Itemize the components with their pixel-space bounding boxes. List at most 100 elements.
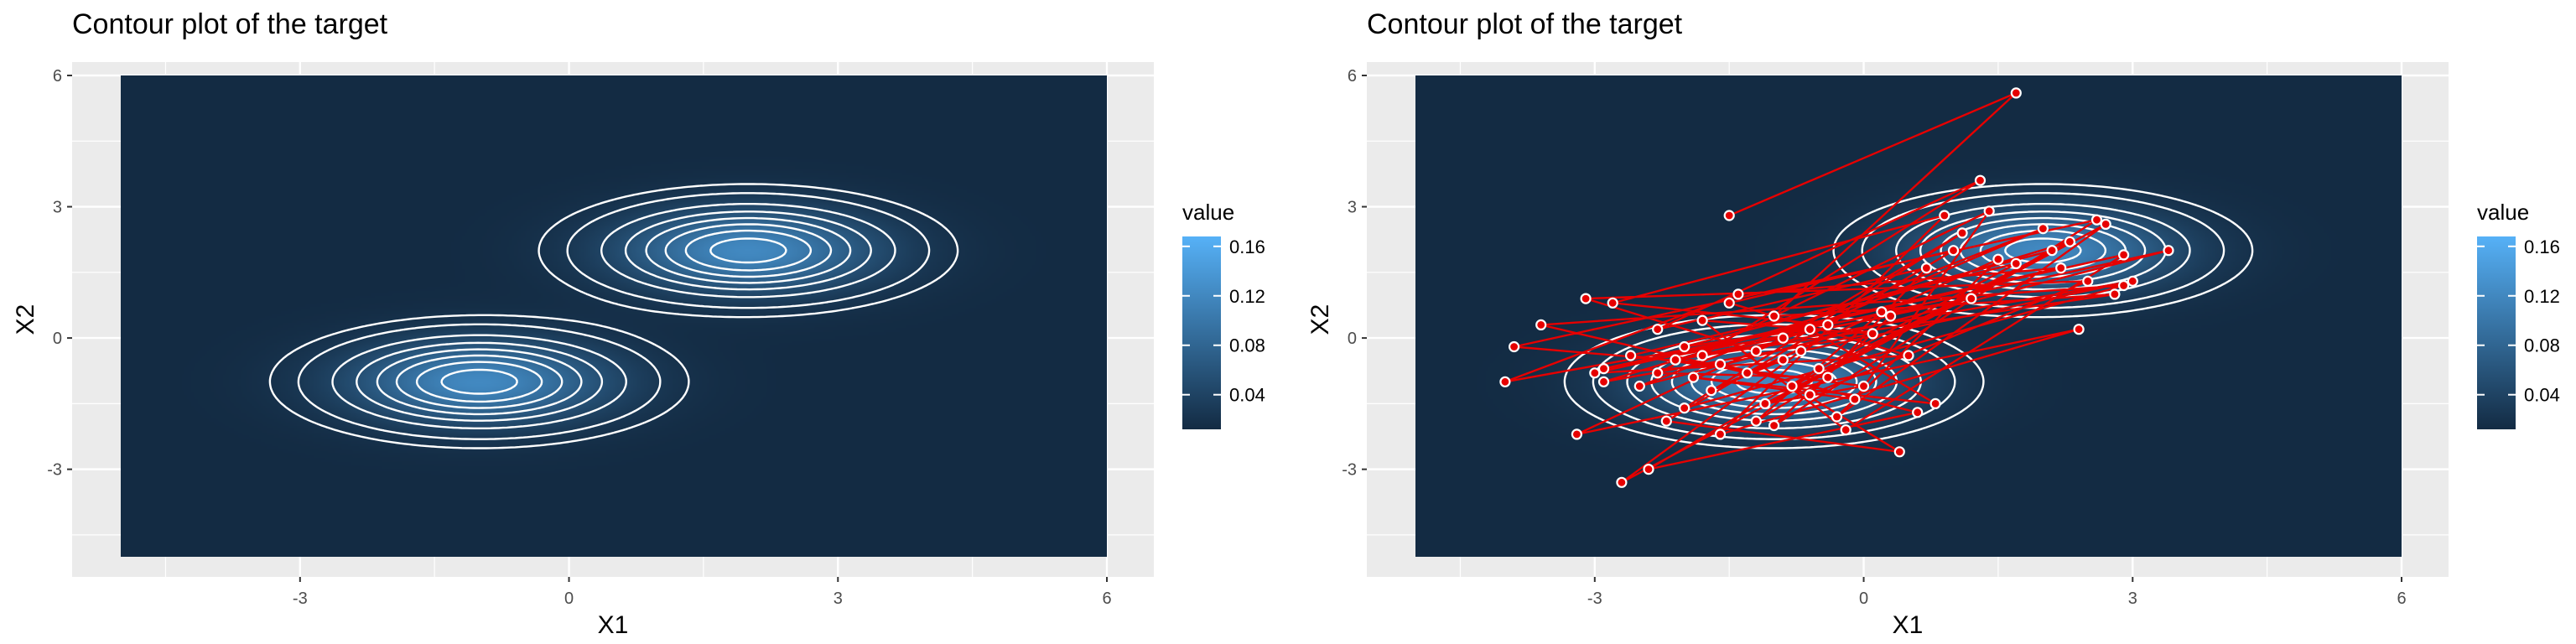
sample-point — [2046, 245, 2058, 257]
sample-point — [1499, 376, 1511, 387]
sample-point — [1535, 319, 1547, 330]
sample-path — [1499, 87, 2174, 488]
contour-line — [376, 216, 852, 416]
sample-point — [1992, 253, 2004, 265]
sample-point — [1885, 310, 1897, 322]
contour-line — [356, 210, 872, 422]
sample-point — [1652, 324, 1664, 335]
x-tick-label: 0 — [1859, 589, 1868, 608]
x-axis-label: X1 — [598, 611, 629, 639]
sample-point — [2090, 214, 2103, 226]
x-tick-label: 6 — [2397, 589, 2406, 608]
sample-point — [2010, 87, 2022, 99]
contour-line — [297, 192, 931, 440]
sample-point — [2118, 249, 2130, 261]
legend: value 0.16 0.12 0.08 0.04 — [1182, 200, 1265, 429]
sample-point — [1983, 205, 1995, 217]
sample-point — [1974, 174, 1987, 186]
sample-point — [1840, 424, 1852, 436]
contour-line — [440, 237, 787, 395]
sample-point — [1857, 380, 1870, 392]
sample-point — [1750, 415, 1762, 427]
sample-point — [1696, 350, 1708, 361]
sample-point — [1597, 363, 1610, 375]
sample-point — [1876, 306, 1888, 318]
x-axis-ticks: -3 0 3 6 — [1587, 577, 2407, 608]
chart-title: Contour plot of the target — [72, 8, 388, 40]
sample-point — [1813, 363, 1825, 375]
sample-point — [1777, 354, 1789, 366]
sample-point — [2127, 275, 2138, 287]
legend-tick-label: 0.08 — [2524, 335, 2560, 356]
y-axis-label: X2 — [12, 304, 39, 335]
sample-point — [1624, 350, 1637, 361]
sample-point — [1750, 345, 1762, 357]
sample-point — [1920, 262, 1932, 274]
contour-line — [395, 223, 833, 409]
sample-point — [2064, 236, 2075, 247]
y-axis-ticks: -3 0 3 6 — [1342, 67, 1367, 480]
legend-tick-label: 0.16 — [2524, 236, 2560, 257]
legend-title: value — [1182, 200, 1234, 225]
sample-point — [1939, 210, 1950, 221]
sample-point — [1652, 367, 1664, 379]
sample-point — [1929, 397, 1941, 409]
legend-tick-label: 0.04 — [1229, 385, 1265, 406]
x-tick-label: -3 — [293, 589, 308, 608]
legend-tick-label: 0.04 — [2524, 385, 2560, 406]
sample-point — [1696, 314, 1708, 326]
legend-colorbar — [2477, 236, 2516, 429]
sample-point — [1947, 245, 1960, 257]
sample-point — [2118, 279, 2130, 292]
x-axis-label: X1 — [1893, 611, 1924, 639]
legend-tick-label: 0.12 — [2524, 286, 2560, 307]
sample-point — [1571, 428, 1583, 440]
sample-point — [1768, 419, 1780, 432]
sample-point — [1893, 446, 1905, 458]
x-axis-ticks: -3 0 3 6 — [293, 577, 1112, 608]
y-axis-label: X2 — [1306, 304, 1334, 335]
x-tick-label: -3 — [1587, 589, 1602, 608]
y-tick-label: 3 — [53, 199, 62, 217]
sample-point — [1633, 380, 1645, 392]
sample-point — [1777, 332, 1789, 344]
sample-point — [1804, 324, 1815, 335]
sample-point — [1831, 411, 1843, 423]
sample-point — [1822, 371, 1834, 383]
sample-point — [1867, 328, 1878, 340]
sample-point — [1768, 310, 1780, 322]
contour-lines — [268, 183, 959, 449]
density-heatmap — [121, 75, 1107, 557]
y-tick-label: 0 — [1348, 330, 1357, 348]
y-axis-ticks: -3 0 3 6 — [47, 67, 72, 480]
sample-point — [2100, 218, 2111, 230]
sample-point — [1912, 407, 1924, 418]
legend-colorbar — [1182, 236, 1221, 429]
sample-point — [1786, 380, 1798, 392]
legend: value 0.16 0.12 0.08 0.04 — [2477, 200, 2560, 429]
sample-point — [2073, 324, 2085, 335]
sample-point — [2163, 245, 2174, 257]
legend-tick-label: 0.12 — [1229, 286, 1265, 307]
sample-point — [1759, 397, 1771, 409]
sample-point — [2055, 262, 2067, 274]
sample-point — [1643, 463, 1654, 475]
legend-tick-label: 0.08 — [1229, 335, 1265, 356]
sample-point — [1597, 376, 1610, 387]
sample-point — [1966, 293, 1977, 304]
y-tick-label: 3 — [1348, 199, 1357, 217]
contour-line — [415, 229, 813, 403]
sample-point — [1723, 297, 1735, 309]
x-tick-label: 3 — [2128, 589, 2137, 608]
sample-point — [1670, 354, 1681, 366]
legend-ticks: 0.16 0.12 0.08 0.04 — [1182, 236, 1265, 406]
x-tick-label: 0 — [564, 589, 574, 608]
legend-title: value — [2477, 200, 2529, 225]
sample-point — [1616, 476, 1628, 488]
left-chart: Contour plot of the target -3 0 3 6 -3 0 3 6 X… — [12, 8, 1265, 639]
sample-point — [1589, 367, 1601, 379]
sample-point — [1660, 415, 1672, 427]
sample-point — [2109, 288, 2121, 300]
contour-line — [331, 203, 896, 429]
sample-point — [1849, 393, 1861, 405]
